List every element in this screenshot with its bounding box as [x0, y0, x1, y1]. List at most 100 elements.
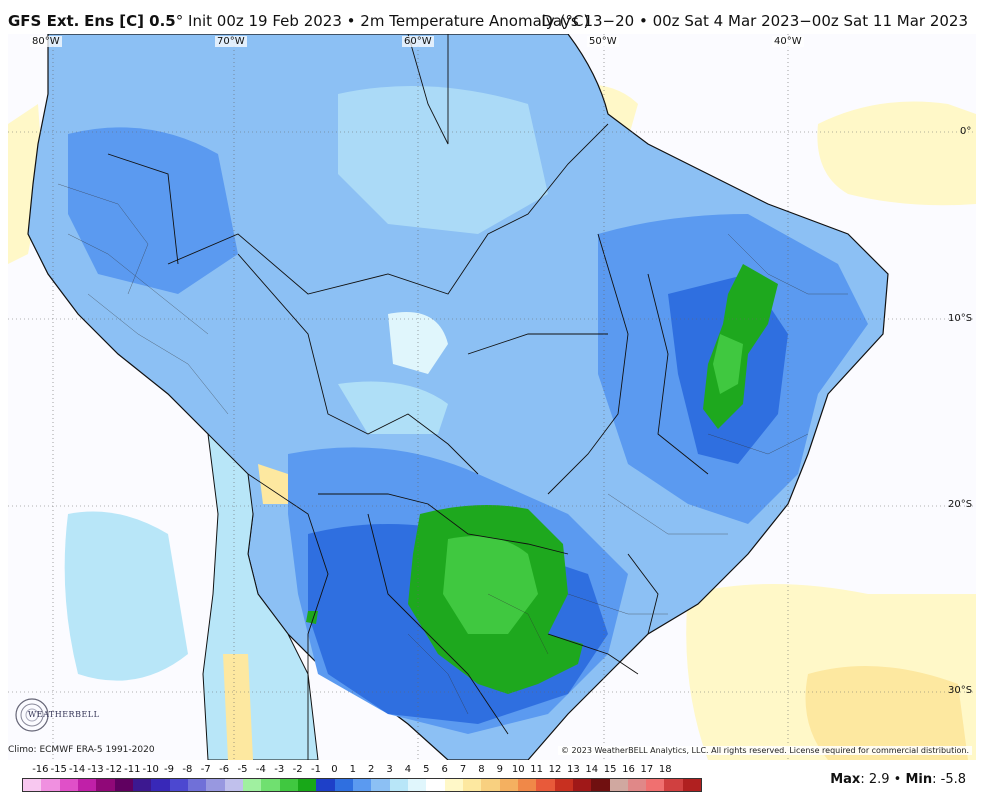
legend-swatch: [462, 779, 482, 791]
legend-tick-label: 10: [511, 764, 525, 775]
legend-swatch: [316, 779, 335, 791]
legend-tick-label: 16: [622, 764, 635, 775]
legend-swatch: [517, 779, 537, 791]
anomaly-map: [8, 34, 976, 760]
legend-swatch: [151, 779, 170, 791]
legend-tick-label: -5: [237, 764, 248, 775]
legend-swatch: [627, 779, 647, 791]
model-name: GFS Ext.: [8, 12, 80, 30]
legend-tick-label: -4: [255, 764, 266, 775]
legend-tick-label: 14: [585, 764, 599, 775]
degree-sign: °: [175, 12, 184, 30]
logo-text: WEATHERBELL: [28, 710, 100, 719]
legend-tick-label: 4: [404, 764, 412, 775]
color-legend: -16 -15 -14 -13 -12 -11 -10 -9 -8 -7 -6 -5 -4 -3 -2 -1 0…: [22, 764, 702, 804]
state-borders: [57, 183, 848, 715]
climo-note: Climo: ECMWF ERA-5 1991-2020: [8, 745, 155, 755]
legend-swatch: [407, 779, 427, 791]
legend-tick-label: -13: [87, 764, 104, 775]
header-title: GFS Ext. Ens [C] 0.5° Init 00z 19 Feb 20…: [8, 12, 589, 30]
legend-swatch: [536, 779, 555, 791]
green-anomaly-northeast-core: [713, 334, 743, 394]
legend-tick-label: 11: [530, 764, 543, 775]
legend-tick-label: 0: [331, 764, 338, 775]
warm-patch-pacific-north: [8, 104, 43, 264]
legend-tick-label: -14: [68, 764, 86, 775]
weatherbell-logo: WEATHERBELL: [12, 696, 100, 734]
legend-swatch: [664, 779, 683, 791]
warm-patch-chile: [223, 654, 253, 760]
legend-swatch: [444, 779, 463, 791]
legend-tick-label: -15: [50, 764, 67, 775]
map-canvas: [8, 34, 976, 760]
lat-label-0: 0°: [960, 126, 972, 137]
warm-patch-altiplano: [258, 464, 293, 504]
legend-swatch: [187, 779, 207, 791]
legend-tick-label: -3: [274, 764, 285, 775]
min-label: Min: [905, 772, 933, 787]
legend-swatch: [389, 779, 408, 791]
legend-tick-label: -2: [292, 764, 303, 775]
continent: [27, 34, 889, 760]
legend-tick-label: -12: [105, 764, 123, 775]
init-time: Init 00z 19 Feb 2023: [188, 12, 342, 30]
country-borders: [107, 34, 709, 760]
lat-label-10s: 10°S: [948, 313, 973, 324]
lon-label-50w: 50°W: [587, 36, 619, 47]
legend-swatch: [242, 779, 262, 791]
header-bullet: •: [346, 12, 356, 30]
legend-swatch: [96, 779, 115, 791]
graticule: [8, 34, 976, 760]
field-name: 2m Temperature Anomaly (°C): [360, 12, 590, 30]
legend-swatch: [41, 779, 60, 791]
min-value: : -5.8: [932, 772, 966, 787]
legend-tick-label: 9: [496, 764, 504, 775]
legend-swatch: [609, 779, 628, 791]
legend-tick-label: 5: [423, 764, 430, 775]
legend-tick-label: -9: [164, 764, 175, 775]
legend-swatch: [352, 779, 372, 791]
legend-swatch: [426, 779, 445, 791]
legend-tick-label: -6: [219, 764, 230, 775]
legend-swatch: [481, 779, 500, 791]
lon-label-60w: 60°W: [402, 36, 434, 47]
lon-label-80w: 80°W: [30, 36, 62, 47]
legend-swatch: [59, 779, 78, 791]
copyright-notice: © 2023 WeatherBELL Analytics, LLC. All r…: [558, 746, 972, 755]
lon-label-70w: 70°W: [215, 36, 247, 47]
legend-tick-label: 1: [349, 764, 356, 775]
legend-tick-label: 18: [658, 764, 672, 775]
warm-patch-atlantic-north: [817, 101, 976, 206]
legend-tick-label: 17: [640, 764, 654, 775]
legend-swatch: [279, 779, 298, 791]
warm-patch-atlantic-core: [805, 666, 968, 760]
legend-tick-label: 15: [603, 764, 617, 775]
legend-tick-label: -11: [124, 764, 141, 775]
legend-swatch: [169, 779, 188, 791]
legend-swatch: [646, 779, 665, 791]
map-header: GFS Ext. Ens [C] 0.5° Init 00z 19 Feb 20…: [0, 0, 984, 34]
legend-swatch: [499, 779, 518, 791]
green-anomaly-paraguay-core: [443, 536, 538, 634]
legend-tick-label: 6: [441, 764, 448, 775]
legend-tick-label: 2: [368, 764, 375, 775]
lon-label-40w: 40°W: [772, 36, 804, 47]
legend-labels: -16 -15 -14 -13 -12 -11 -10 -9 -8 -7 -6 -5 -4 -3 -2 -1 0…: [22, 764, 702, 778]
max-label: Max: [830, 772, 861, 787]
legend-tick-label: -1: [311, 764, 322, 775]
legend-swatch: [224, 779, 243, 791]
legend-swatch: [554, 779, 573, 791]
legend-swatch: [77, 779, 97, 791]
legend-swatch: [23, 779, 42, 791]
maxmin-separator: •: [889, 772, 906, 787]
legend-swatch: [682, 779, 702, 791]
legend-tick-label: 3: [386, 764, 393, 775]
legend-swatch: [132, 779, 152, 791]
light-zone-north: [338, 86, 548, 234]
legend-tick-label: -8: [182, 764, 193, 775]
lat-label-20s: 20°S: [948, 499, 973, 510]
legend-tick-label: -16: [32, 764, 49, 775]
legend-swatch: [261, 779, 280, 791]
legend-swatch: [334, 779, 353, 791]
logo-swirl-icon: [15, 698, 49, 732]
